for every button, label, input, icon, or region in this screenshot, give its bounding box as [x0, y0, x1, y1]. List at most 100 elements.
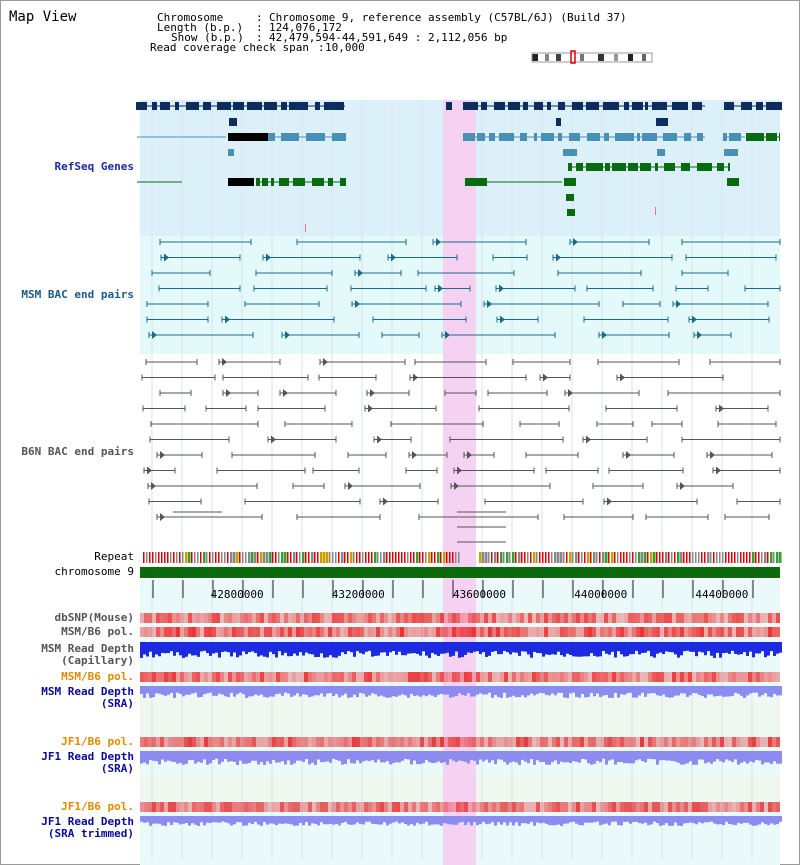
msm-b6-pol2-cell: [172, 672, 176, 682]
msm-depth-cap-bar: [776, 642, 779, 654]
dbsnp-cell: [544, 613, 548, 623]
msm-b6-pol-cell: [428, 627, 432, 637]
repeat-block: [749, 552, 751, 563]
jf1-b6-pol-cell: [280, 737, 284, 747]
jf1-depth-sra-bar: [713, 751, 716, 762]
jf1-depth-sra-bar: [155, 751, 158, 762]
jf1-depth-sra-bar: [413, 751, 416, 761]
jf1-depth-sra-bar: [296, 751, 299, 761]
msm-b6-pol-cell: [584, 627, 588, 637]
msm-depth-cap-bar: [185, 642, 188, 657]
repeat-block: [257, 552, 259, 563]
jf1-depth-sra-bar: [599, 751, 602, 763]
jf1-depth-trim-bar: [464, 816, 467, 826]
msm-depth-cap-bar: [593, 642, 596, 656]
msm-depth-cap-bar: [341, 642, 344, 653]
msm-depth-cap-bar: [716, 642, 719, 653]
msm-b6-pol2-cell: [456, 672, 460, 682]
dbsnp-cell: [680, 613, 684, 623]
dbsnp-cell: [160, 613, 164, 623]
dbsnp-cell: [776, 613, 780, 623]
jf1-depth-sra-bar: [572, 751, 575, 762]
dbsnp-cell: [340, 613, 344, 623]
msm-depth-sra-bar: [200, 686, 203, 697]
jf1-depth-trim-bar: [668, 816, 671, 826]
jf1-depth-sra-bar: [392, 751, 395, 764]
jf1-depth-trim-bar: [503, 816, 506, 823]
msm-b6-pol-cell: [164, 627, 168, 637]
msm-b6-pol2-cell: [640, 672, 644, 682]
repeat-block: [635, 552, 637, 563]
msm-depth-cap-bar: [638, 642, 641, 655]
msm-bac-pair-arrow: [436, 238, 441, 246]
jf1-b6-pol2-cell: [532, 802, 536, 812]
jf1-depth-trim-bar: [728, 816, 731, 824]
jf1-b6-pol-cell: [676, 737, 680, 747]
jf1-b6-pol2-cell: [608, 802, 612, 812]
dbsnp-cell: [432, 613, 436, 623]
msm-b6-pol-cell: [496, 627, 500, 637]
repeat-block: [500, 552, 503, 563]
jf1-depth-sra-bar: [584, 751, 587, 760]
dbsnp-cell: [424, 613, 428, 623]
jf1-depth-sra-bar: [485, 751, 488, 760]
gene-exon-black: [228, 178, 254, 186]
msm-b6-pol2-cell: [268, 672, 272, 682]
jf1-depth-sra-bar: [473, 751, 476, 761]
jf1-depth-sra-bar: [602, 751, 605, 759]
jf1-b6-pol-cell: [152, 737, 156, 747]
jf1-depth-sra-bar: [215, 751, 218, 759]
jf1-depth-trim-bar: [608, 816, 611, 826]
repeat-block: [569, 552, 572, 563]
jf1-depth-sra-bar: [209, 751, 212, 764]
gene-exon: [477, 133, 485, 141]
msm-b6-pol-cell: [188, 627, 192, 637]
jf1-depth-sra-bar: [185, 751, 188, 764]
gene-marker: [655, 207, 656, 215]
msm-b6-pol2-cell: [292, 672, 296, 682]
msm-depth-cap-bar: [176, 642, 179, 653]
msm-depth-cap-bar: [560, 642, 563, 656]
jf1-b6-pol-cell: [544, 737, 548, 747]
repeat-block: [515, 552, 517, 563]
jf1-b6-pol-cell: [196, 737, 200, 747]
msm-b6-pol2-cell: [284, 672, 288, 682]
msm-depth-sra-bar: [425, 686, 428, 697]
msm-b6-pol2-cell: [324, 672, 328, 682]
jf1-b6-pol2-cell: [344, 802, 348, 812]
jf1-depth-sra-bar: [236, 751, 239, 765]
msm-depth-sra-bar: [464, 686, 467, 696]
msm-b6-pol2-cell: [480, 672, 484, 682]
dbsnp-cell: [452, 613, 456, 623]
jf1-b6-pol2-cell: [360, 802, 364, 812]
jf1-b6-pol2-cell: [736, 802, 740, 812]
jf1-depth-sra-bar: [218, 751, 221, 765]
msm-depth-cap-bar: [371, 642, 374, 657]
dbsnp-cell: [576, 613, 580, 623]
jf1-depth-sra-bar: [374, 751, 377, 763]
dbsnp-cell: [700, 613, 704, 623]
msm-b6-pol2-cell: [612, 672, 616, 682]
msm-b6-pol2-cell: [212, 672, 216, 682]
msm-b6-pol-cell: [476, 627, 480, 637]
msm-depth-cap-bar: [566, 642, 569, 654]
jf1-b6-pol2-cell: [188, 802, 192, 812]
jf1-depth-sra-bar: [425, 751, 428, 761]
msm-depth-cap-bar: [425, 642, 428, 656]
jf1-depth-trim-bar: [359, 816, 362, 824]
jf1-b6-pol-cell: [712, 737, 716, 747]
msm-depth-sra-bar: [278, 686, 281, 694]
jf1-depth-trim-bar: [551, 816, 554, 826]
jf1-depth-sra-bar: [491, 751, 494, 761]
repeat-block: [410, 552, 412, 563]
msm-b6-pol2-cell: [760, 672, 764, 682]
jf1-depth-sra-bar: [632, 751, 635, 764]
msm-bac-pair-arrow: [358, 269, 363, 277]
msm-depth-cap-bar: [287, 642, 290, 657]
jf1-depth-sra-bar: [539, 751, 542, 762]
jf1-depth-trim-bar: [557, 816, 560, 825]
msm-b6-pol2-cell: [308, 672, 312, 682]
jf1-depth-sra-bar: [494, 751, 497, 765]
msm-b6-pol-cell: [636, 627, 640, 637]
